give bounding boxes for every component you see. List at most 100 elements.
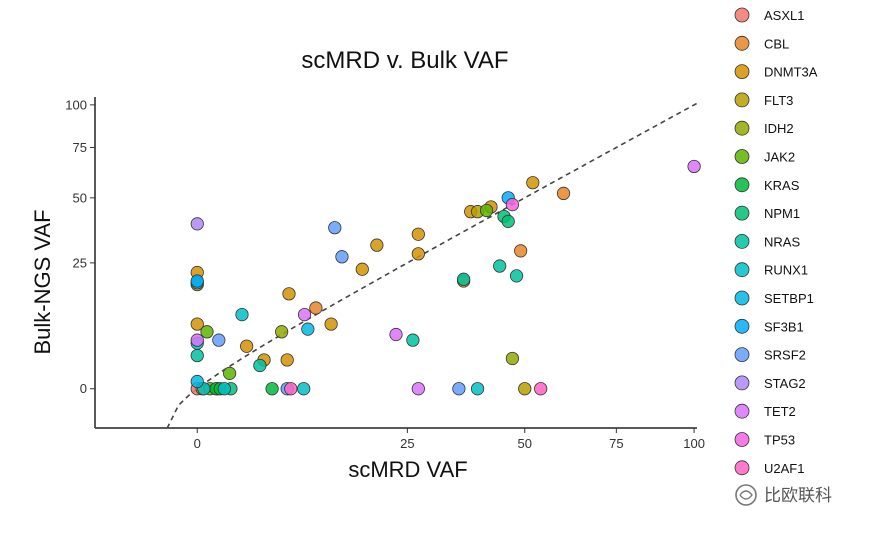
data-point-setbp1	[190, 374, 204, 389]
data-point-npm1	[501, 214, 515, 228]
x-tick-label: 50	[518, 436, 532, 451]
y-tick-label: 75	[73, 140, 87, 155]
legend-label-kras: KRAS	[764, 178, 800, 193]
legend-key-srsf2	[734, 347, 750, 363]
reference-line	[95, 102, 698, 429]
legend-label-srsf2: SRSF2	[764, 348, 806, 363]
data-point-idh2	[275, 325, 289, 339]
legend-label-tp53: TP53	[764, 433, 795, 448]
data-point-dnmt3a	[324, 317, 338, 331]
legend-label-npm1: NPM1	[764, 206, 800, 221]
data-point-nras	[509, 269, 524, 283]
data-point-cbl	[514, 244, 528, 258]
data-point-u2af1	[284, 382, 298, 396]
data-point-nras	[190, 348, 204, 363]
data-point-jak2	[223, 366, 237, 380]
legend-key-npm1	[734, 205, 750, 221]
data-point-dnmt3a	[282, 287, 296, 301]
watermark-swirl-icon	[739, 490, 753, 500]
data-point-nras	[457, 272, 471, 286]
legend-label-jak2: JAK2	[764, 150, 795, 165]
data-point-tp53	[505, 198, 520, 212]
legend-label-stag2: STAG2	[764, 376, 806, 391]
data-point-kras	[265, 382, 279, 396]
data-point-tet2	[411, 382, 425, 396]
data-point-srsf2	[328, 221, 342, 235]
legend-key-u2af1	[734, 460, 750, 476]
data-point-sf3b1	[190, 274, 204, 288]
y-tick-label: 0	[80, 381, 87, 396]
y-tick-label: 50	[73, 190, 87, 205]
data-point-dnmt3a	[411, 247, 425, 261]
legend-key-kras	[734, 177, 750, 193]
legend-label-dnmt3a: DNMT3A	[764, 65, 818, 80]
data-point-idh2	[505, 351, 520, 366]
data-point-dnmt3a	[240, 339, 254, 353]
data-point-runx1	[235, 308, 249, 322]
legend-label-asxl1: ASXL1	[764, 8, 804, 23]
legend-label-u2af1: U2AF1	[764, 461, 804, 476]
legend-key-cbl	[734, 35, 750, 51]
legend-key-jak2	[734, 149, 750, 164]
legend-key-sf3b1	[734, 318, 750, 334]
plot-area: 0 25 50 75 100 0 25 50 75 100	[65, 97, 705, 451]
x-tick-label: 25	[400, 436, 414, 451]
data-point-dnmt3a	[370, 238, 384, 252]
legend-label-flt3: FLT3	[764, 93, 793, 108]
legend-label-runx1: RUNX1	[764, 263, 808, 278]
data-point-runx1	[470, 382, 485, 396]
data-point-cbl	[309, 301, 323, 315]
data-point-u2af1	[534, 382, 548, 396]
data-point-nras	[253, 358, 267, 373]
x-tick-label: 75	[609, 436, 623, 451]
data-point-dnmt3a	[526, 176, 540, 190]
data-point-nras	[493, 259, 507, 273]
data-point-srsf2	[452, 382, 466, 396]
data-point-cbl	[556, 186, 571, 200]
legend-key-tet2	[734, 403, 750, 419]
legend: ASXL1 CBL DNMT3A FLT3 IDH2 JAK2 KRAS NPM1 NRAS RU…	[734, 7, 818, 506]
data-point-stag2	[190, 217, 204, 231]
x-tick-label: 0	[194, 436, 201, 451]
watermark-logo-icon	[735, 484, 757, 506]
data-point-tet2	[687, 159, 701, 174]
y-axis-title: Bulk-NGS VAF	[30, 209, 55, 354]
x-tick-label: 100	[683, 436, 705, 451]
legend-key-nras	[734, 233, 750, 249]
data-point-jak2	[200, 325, 214, 339]
watermark-text: 比欧联科	[764, 486, 832, 505]
data-point-tet2	[190, 333, 204, 347]
data-point-runx1	[217, 382, 231, 396]
legend-label-idh2: IDH2	[764, 121, 794, 136]
data-point-dnmt3a	[355, 262, 369, 276]
chart-title: scMRD v. Bulk VAF	[301, 47, 508, 74]
data-point-jak2	[479, 203, 494, 218]
y-tick-label: 25	[73, 255, 87, 270]
x-axis-title: scMRD VAF	[348, 457, 467, 482]
legend-key-runx1	[734, 262, 750, 278]
data-point-flt3	[518, 382, 532, 396]
data-point-dnmt3a	[411, 227, 425, 241]
legend-key-flt3	[734, 92, 750, 108]
legend-label-cbl: CBL	[764, 36, 789, 51]
legend-label-sf3b1: SF3B1	[764, 319, 804, 334]
legend-key-setbp1	[734, 290, 750, 306]
data-point-dnmt3a	[190, 317, 204, 331]
legend-key-idh2	[734, 120, 750, 136]
data-point-srsf2	[212, 333, 226, 347]
data-point-setbp1	[301, 322, 315, 336]
legend-key-tp53	[734, 432, 750, 447]
legend-key-asxl1	[734, 7, 750, 23]
data-point-tet2	[389, 327, 403, 342]
legend-label-tet2: TET2	[764, 404, 796, 419]
legend-label-nras: NRAS	[764, 234, 800, 249]
data-point-tet2	[297, 308, 312, 322]
legend-key-stag2	[734, 375, 750, 391]
legend-label-setbp1: SETBP1	[764, 291, 814, 306]
data-point-nras	[406, 333, 420, 347]
data-point-srsf2	[335, 250, 349, 264]
data-point-runx1	[297, 382, 311, 396]
data-point-dnmt3a	[280, 353, 294, 367]
y-tick-label: 100	[65, 97, 87, 112]
